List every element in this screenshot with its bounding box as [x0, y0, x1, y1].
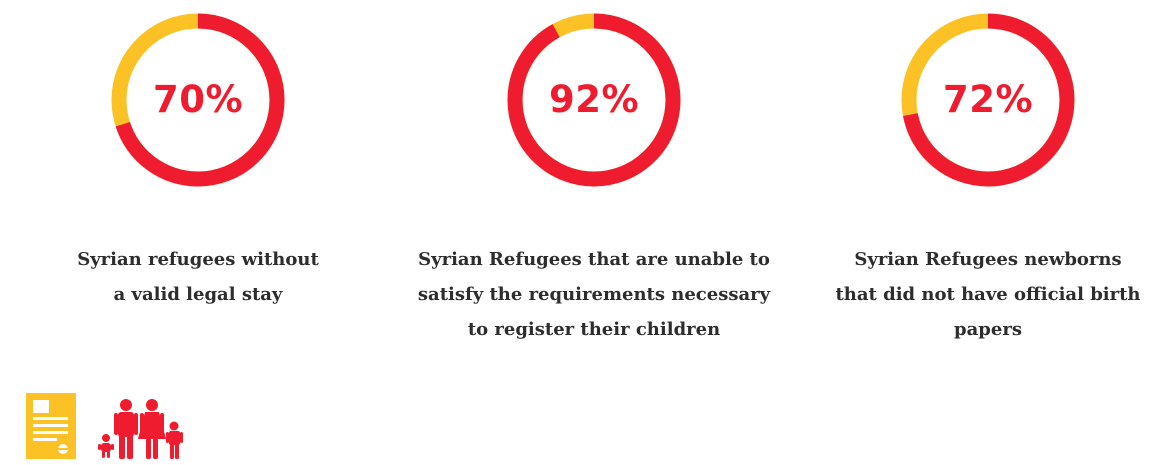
donut-value-arc [901, 13, 1075, 187]
caption-line: that did not have official birth [835, 284, 1141, 305]
caption-line: papers [954, 319, 1022, 340]
donut-chart: 92% [506, 12, 682, 188]
caption-line: to register their children [467, 319, 721, 340]
percent-label: 70% [152, 78, 244, 121]
icon-row [24, 393, 204, 461]
percent-label: 72% [942, 78, 1034, 121]
donut-value-arc [507, 13, 681, 187]
caption-line: Syrian Refugees that are unable to [418, 249, 770, 270]
stat-caption: Syrian Refugees newborns that did not ha… [808, 242, 1162, 347]
donut-value-arc [111, 13, 285, 187]
caption-line: satisfy the requirements necessary [417, 284, 771, 305]
donut-svg [111, 13, 285, 187]
stat-caption: Syrian refugees without a valid legal st… [18, 242, 378, 312]
icon-row-svg [26, 393, 183, 459]
stat-caption: Syrian Refugees that are unable to satis… [414, 242, 774, 347]
caption-line: a valid legal stay [113, 284, 283, 305]
donut-svg [901, 13, 1075, 187]
donut-chart: 70% [110, 12, 286, 188]
document-icon [26, 393, 76, 459]
percent-label: 92% [548, 78, 640, 121]
caption-line: Syrian Refugees newborns [854, 249, 1122, 270]
family-icon [98, 399, 183, 459]
donut-svg [507, 13, 681, 187]
caption-line: Syrian refugees without [77, 249, 319, 270]
donut-chart: 72% [900, 12, 1076, 188]
